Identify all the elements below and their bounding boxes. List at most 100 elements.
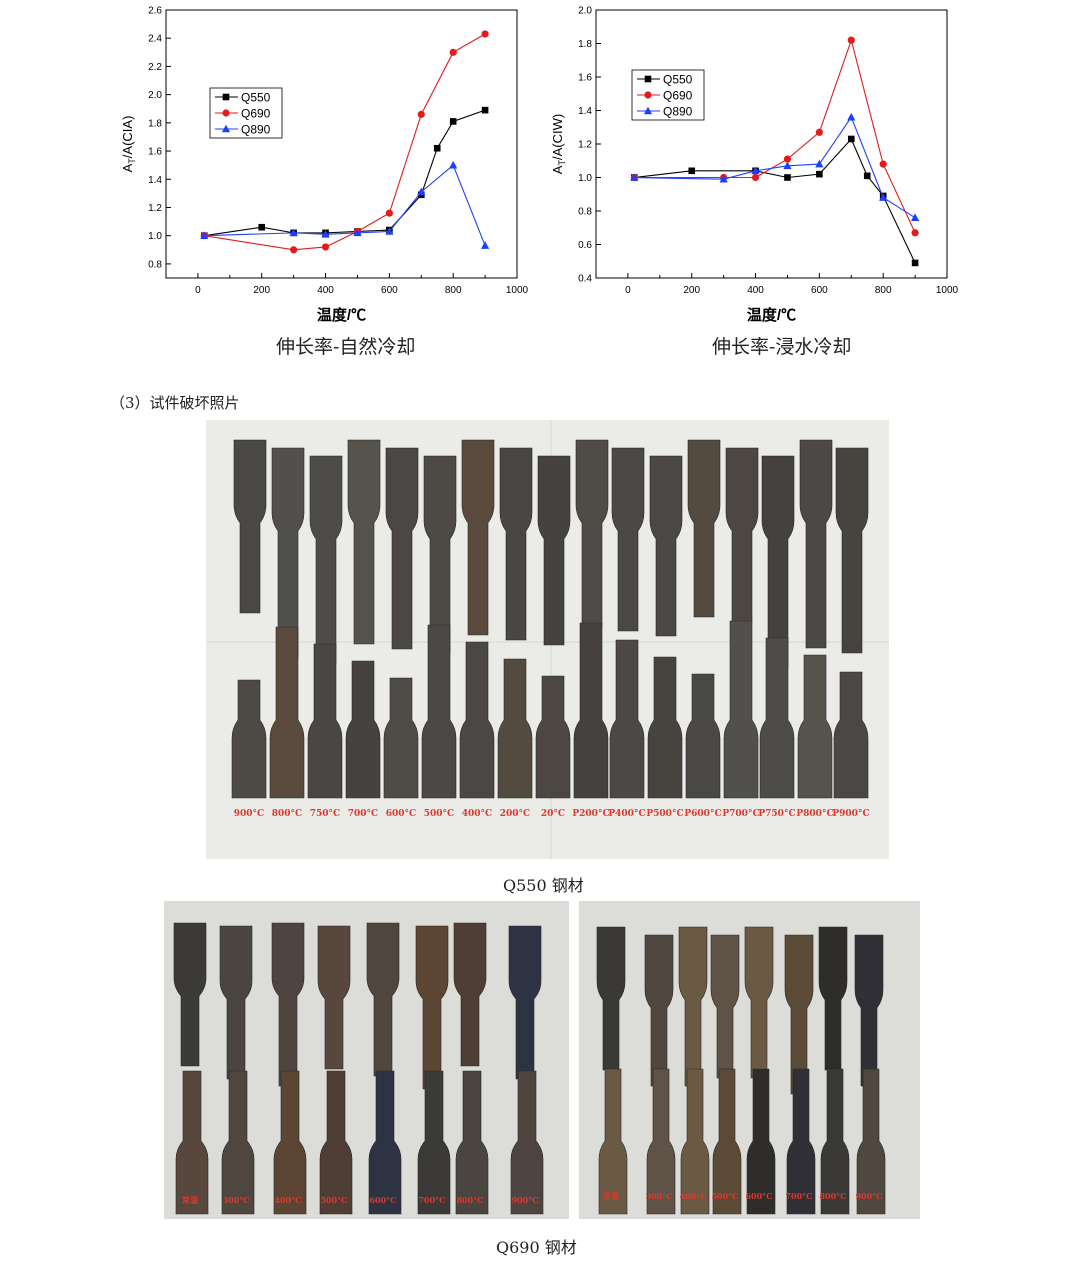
specimen-top	[596, 926, 626, 1071]
q690-specimen-label: 500°C	[711, 1191, 738, 1201]
y-tick-label: 2.6	[148, 6, 162, 17]
chart-caption-water-cooling: 伸长率-浸水冷却	[712, 336, 852, 358]
y-axis-label: AT/A(CIW)	[550, 114, 567, 174]
specimen-top	[649, 455, 683, 637]
specimen-top	[499, 447, 533, 641]
specimen-bottom	[510, 1070, 544, 1215]
specimen-bottom	[573, 622, 609, 799]
specimen-top	[366, 922, 400, 1077]
specimen-bottom	[647, 656, 683, 799]
specimen-bottom	[797, 654, 833, 799]
y-tick-label: 0.6	[578, 240, 592, 251]
specimen-top	[219, 925, 253, 1080]
q550-specimen-label: P600°C	[684, 809, 721, 819]
x-axis-label: 温度/℃	[317, 306, 366, 324]
y-tick-label: 1.2	[578, 140, 592, 151]
x-tick-label: 800	[445, 285, 462, 296]
y-tick-label: 0.8	[148, 259, 162, 270]
data-point-q890	[385, 227, 394, 235]
data-point-q690	[321, 243, 330, 251]
specimen-bottom	[345, 660, 381, 799]
specimen-bottom	[319, 1070, 353, 1215]
q550-specimen-label: P800°C	[796, 809, 833, 819]
specimen-top	[744, 926, 774, 1079]
q550-specimen-label: 750°C	[310, 809, 340, 819]
data-point-q890	[910, 213, 920, 221]
data-point-q890	[353, 228, 362, 237]
data-point-q890	[719, 174, 728, 183]
legend-marker-q690	[644, 91, 652, 99]
chart-water-cooling: 0.4 0.6 0.8 1.0 1.2 1.4 1.6 1.8 2.0 0 200 400 600 800…	[550, 6, 959, 325]
legend-label-q890: Q890	[241, 123, 271, 137]
data-point-q690	[815, 128, 823, 136]
specimen-bottom	[535, 675, 571, 799]
data-point-q690	[481, 30, 489, 38]
data-point-q890	[480, 241, 490, 249]
data-point-q550	[847, 135, 855, 143]
specimen-bottom	[833, 671, 869, 799]
legend-label-q690: Q690	[241, 107, 271, 121]
q690-specimen-label: 常温	[182, 1195, 198, 1205]
q690-specimen-label: 900°C	[855, 1191, 882, 1201]
data-point-q890	[751, 166, 760, 175]
q690-specimen-label: 800°C	[819, 1191, 846, 1201]
specimen-bottom	[231, 679, 267, 799]
specimen-top	[385, 447, 419, 650]
specimen-top	[173, 922, 207, 1067]
specimen-top	[423, 455, 457, 655]
specimen-bottom	[856, 1068, 886, 1215]
specimen-top	[725, 447, 759, 623]
y-tick-label: 2.0	[578, 6, 592, 17]
specimen-top	[678, 926, 708, 1087]
q550-specimen-label: P750°C	[758, 809, 795, 819]
specimen-bottom	[786, 1068, 816, 1215]
specimen-bottom	[646, 1068, 676, 1215]
q690-specimen-label: 常温	[603, 1191, 619, 1201]
q550-specimen-label: P900°C	[832, 809, 869, 819]
specimen-top	[453, 922, 487, 1067]
specimen-top	[835, 447, 869, 654]
x-tick-label: 800	[875, 285, 892, 296]
specimen-bottom	[455, 1070, 489, 1215]
q690-specimen-label: 700°C	[785, 1191, 812, 1201]
q690-specimen-label: 700°C	[418, 1195, 445, 1205]
specimen-bottom	[269, 626, 305, 799]
data-point-q550	[481, 106, 489, 114]
x-tick-label: 0	[625, 285, 631, 296]
q690-specimen-label: 500°C	[320, 1195, 347, 1205]
specimen-top	[347, 439, 381, 645]
data-point-q550	[433, 144, 441, 152]
specimen-bottom	[417, 1070, 451, 1215]
q690-specimen-label: 400°C	[274, 1195, 301, 1205]
data-point-q890	[630, 173, 639, 181]
specimen-top	[309, 455, 343, 664]
legend-marker-q550	[644, 75, 652, 83]
data-point-q890	[879, 193, 888, 201]
legend-label-q550: Q550	[663, 73, 693, 87]
y-tick-label: 1.4	[578, 106, 592, 117]
x-tick-label: 600	[811, 285, 828, 296]
legend-marker-q890	[643, 106, 653, 115]
specimen-bottom	[459, 641, 495, 799]
legend-marker-q890	[221, 124, 231, 133]
q550-specimen-label: P400°C	[608, 809, 645, 819]
legend-marker-q690	[222, 109, 230, 117]
specimen-bottom	[368, 1070, 402, 1215]
specimen-top	[644, 934, 674, 1087]
specimen-top	[611, 447, 645, 632]
data-point-q690	[290, 246, 298, 254]
y-tick-label: 1.0	[578, 173, 592, 184]
legend-label-q690: Q690	[663, 89, 693, 103]
data-point-q890	[200, 231, 209, 239]
specimen-top	[271, 922, 305, 1087]
data-point-q690	[847, 36, 855, 44]
data-point-q890	[449, 160, 458, 169]
q550-specimen-label: 700°C	[348, 809, 378, 819]
specimen-bottom	[598, 1068, 628, 1215]
q550-specimen-label: 800°C	[272, 809, 302, 819]
data-point-q890	[321, 229, 330, 238]
data-point-q690	[449, 48, 457, 56]
data-point-q690	[879, 160, 887, 168]
q690-specimen-label: 600°C	[369, 1195, 396, 1205]
plot-frame	[595, 9, 948, 279]
